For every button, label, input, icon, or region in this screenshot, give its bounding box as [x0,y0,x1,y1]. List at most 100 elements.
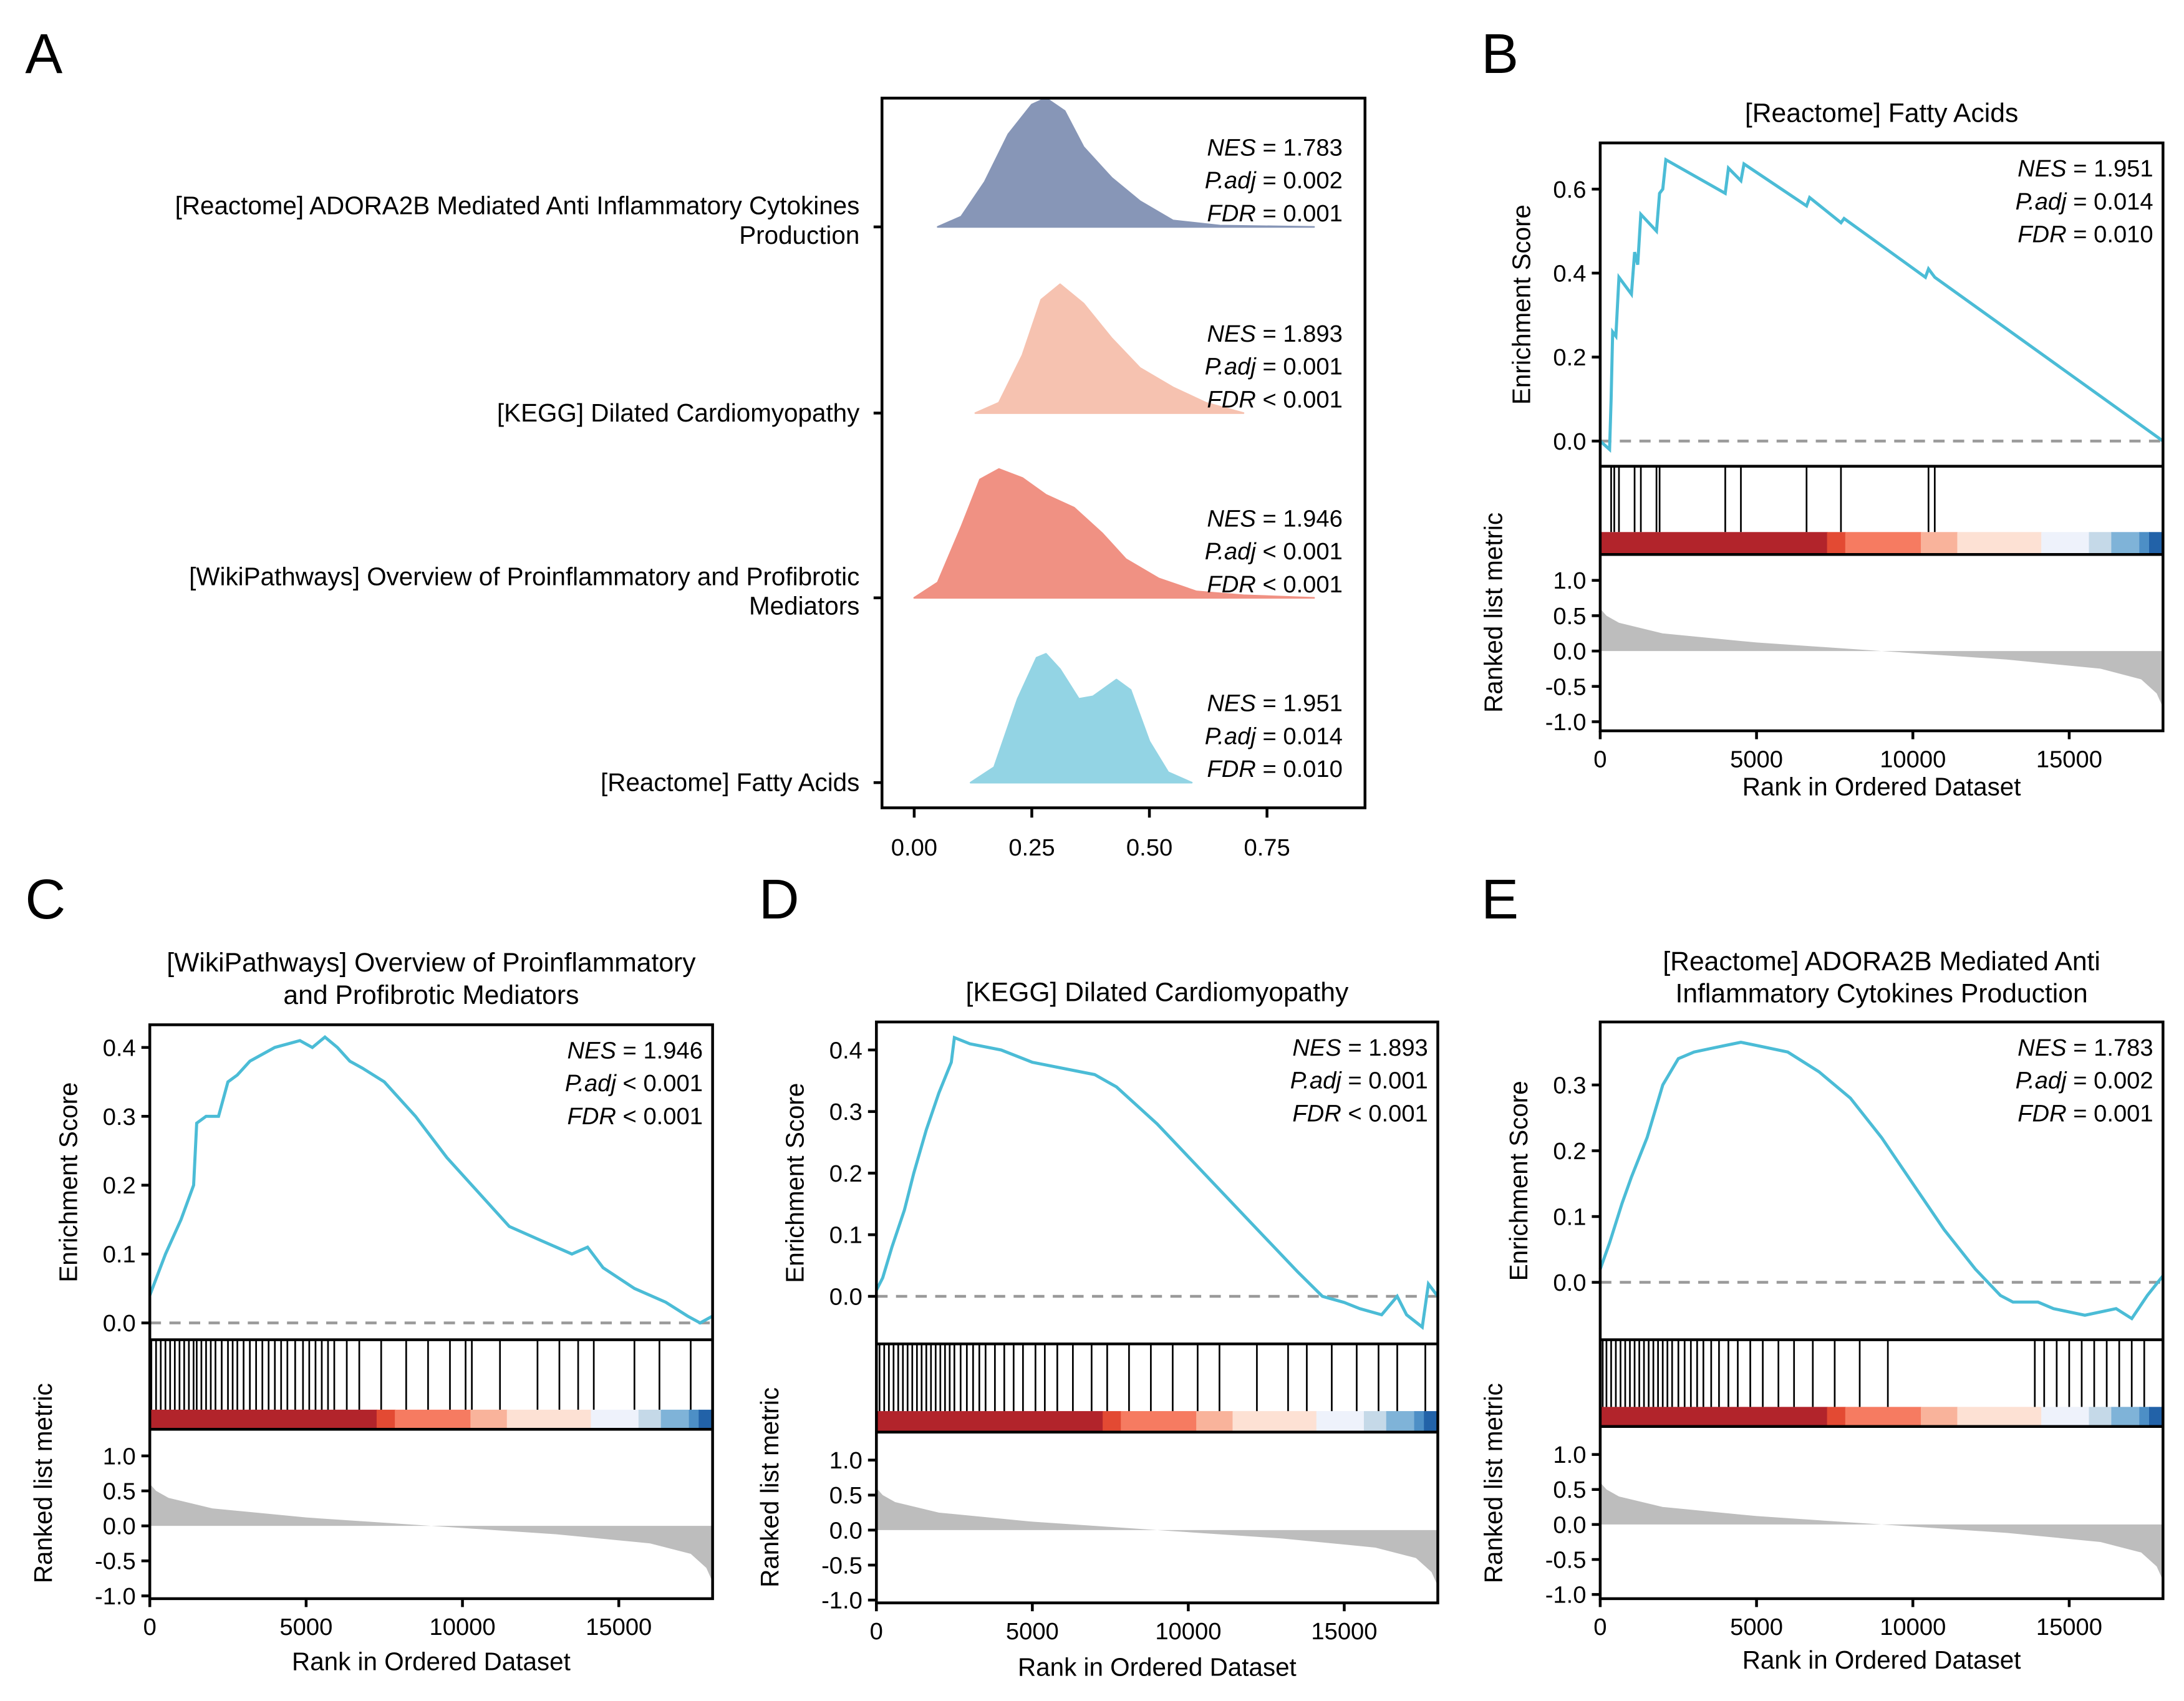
rank-color-segment [1827,1407,1846,1427]
y-tick-label: 0.0 [829,1283,862,1310]
plot-frame [148,1023,714,1601]
rank-tick-label: 1.0 [829,1447,862,1474]
x-tick-label: 15000 [586,1614,652,1641]
x-tick-label: 0.25 [1008,834,1055,861]
y-tick-label: 0.4 [1553,260,1586,287]
density-ridge-2 [974,283,1245,414]
rank-color-segment [1363,1411,1387,1432]
rank-color-segment [1424,1411,1439,1432]
plot-title: [WikiPathways] Overview of Proinflammato… [167,948,696,978]
rank-tick-label: -1.0 [1545,1582,1587,1609]
stat-padj: P.adj = 0.002 [2016,1067,2153,1094]
x-tick-label: 15000 [1311,1618,1377,1645]
stat-fdr: FDR < 0.001 [1207,571,1342,598]
rank-tick-label: -1.0 [95,1583,136,1610]
rank-tick-label: -0.5 [95,1548,136,1575]
y-tick-label: 0.1 [103,1241,136,1268]
stat-nes: NES = 1.893 [1207,320,1342,347]
stat-op-padj: = [2067,1067,2094,1094]
rank-tick-label: 0.0 [1553,1511,1586,1538]
stat-op-padj: = [1256,167,1283,194]
stat-op-fdr: = [2067,221,2094,248]
stat-padj: P.adj < 0.001 [565,1070,703,1097]
row-label: [KEGG] Dilated Cardiomyopathy [497,398,860,427]
panel-letter-c: C [25,869,65,931]
stat-op-padj: < [1256,538,1283,565]
rank-color-segment [1103,1411,1122,1432]
stat-label-fdr: FDR [1207,200,1255,227]
gsea-plot-b: [Reactome] Fatty Acids 0.0 0.2 0.4 0.6 1.0 0.5… [1479,99,2165,801]
stat-op-nes: = [1256,134,1283,161]
density-ridge-3 [913,468,1315,599]
x-tick-label: 5000 [1006,1618,1059,1645]
gsea-plot-c: [WikiPathways] Overview of Proinflammato… [29,948,714,1675]
rank-color-segment [150,1409,378,1430]
stat-label-fdr: FDR [568,1103,616,1130]
stat-fdr: FDR < 0.001 [1292,1100,1428,1127]
stat-padj: P.adj = 0.001 [1205,354,1343,380]
rank-color-segment [2139,1407,2150,1427]
ridgeline-plot: [Reactome] ADORA2B Mediated Anti Inflamm… [175,97,1366,861]
stat-fdr: FDR = 0.001 [1207,200,1342,227]
stat-padj: P.adj = 0.014 [1205,723,1343,749]
x-tick-label: 10000 [1880,746,1946,773]
x-axis-label: Rank in Ordered Dataset [1742,1646,2021,1674]
stat-value-padj: 0.002 [2094,1067,2153,1094]
rank-color-segment [1957,532,2042,555]
x-tick-label: 15000 [2036,1614,2102,1641]
stat-label-fdr: FDR [2017,221,2066,248]
rank-color-segment [698,1409,713,1430]
x-tick-label: 0.00 [891,834,937,861]
x-tick-label: 0 [143,1614,157,1641]
rank-color-segment [876,1411,1104,1432]
rank-color-segment [1600,532,1828,555]
stat-fdr: FDR = 0.010 [1207,756,1342,783]
stat-nes: NES = 1.951 [2017,155,2153,182]
stat-value-padj: 0.001 [643,1070,702,1097]
stat-op-nes: = [1256,690,1283,717]
x-tick-label: 0 [1593,746,1607,773]
rank-color-segment [470,1409,508,1430]
stat-value-fdr: 0.001 [643,1103,702,1130]
rank-color-segment [1827,532,1846,555]
stat-op-padj: = [1256,354,1283,380]
panel-letter-d: D [759,869,800,931]
stat-padj: P.adj = 0.002 [1205,167,1343,194]
rank-color-segment [1957,1407,2042,1427]
gsea-plot-e: [Reactome] ADORA2B Mediated Anti Inflamma… [1479,947,2165,1674]
y-tick-label: 0.1 [829,1222,862,1249]
x-axis-label: Rank in Ordered Dataset [292,1647,571,1675]
y-axis-label-ranked: Ranked list metric [1479,1383,1508,1583]
rank-tick-label: 0.5 [1553,1477,1586,1503]
stat-nes: NES = 1.946 [1207,505,1342,532]
row-label: Mediators [749,592,859,620]
gsea-plot-d: [KEGG] Dilated Cardiomyopathy 0.0 0.1 0.2 0.… [755,977,1439,1681]
row-label: [Reactome] Fatty Acids [601,768,859,797]
rank-color-segment [376,1409,396,1430]
x-tick-label: 0 [1593,1614,1607,1641]
rank-tick-label: -0.5 [821,1552,862,1579]
stat-value-fdr: 0.001 [1283,386,1342,413]
enrichment-score-curve [875,1035,1439,1330]
rank-color-segment [2111,532,2140,555]
stat-op-nes: = [1341,1034,1369,1061]
stat-fdr: FDR < 0.001 [1207,386,1342,413]
stat-value-nes: 1.893 [1368,1034,1428,1061]
y-axis-label-ranked: Ranked list metric [29,1383,57,1583]
rank-tick-label: -1.0 [1545,709,1587,736]
rank-tick-label: 0.0 [1553,638,1586,665]
stat-value-nes: 1.783 [2094,1034,2153,1061]
y-axis-label: Enrichment Score [1507,205,1536,405]
rank-color-segment [1316,1411,1365,1432]
stat-label-fdr: FDR [1207,571,1255,598]
y-tick-label: 0.3 [103,1104,136,1130]
plot-frame [1598,141,2165,733]
y-tick-label: 0.0 [103,1310,136,1337]
enrichment-score-curve [1599,157,2164,453]
x-tick-label: 5000 [1730,1614,1783,1641]
enrichment-score-curve [148,1035,713,1325]
stat-label-nes: NES [1207,134,1256,161]
stat-op-fdr: < [1341,1100,1369,1127]
y-axis-label-ranked: Ranked list metric [1479,513,1508,713]
